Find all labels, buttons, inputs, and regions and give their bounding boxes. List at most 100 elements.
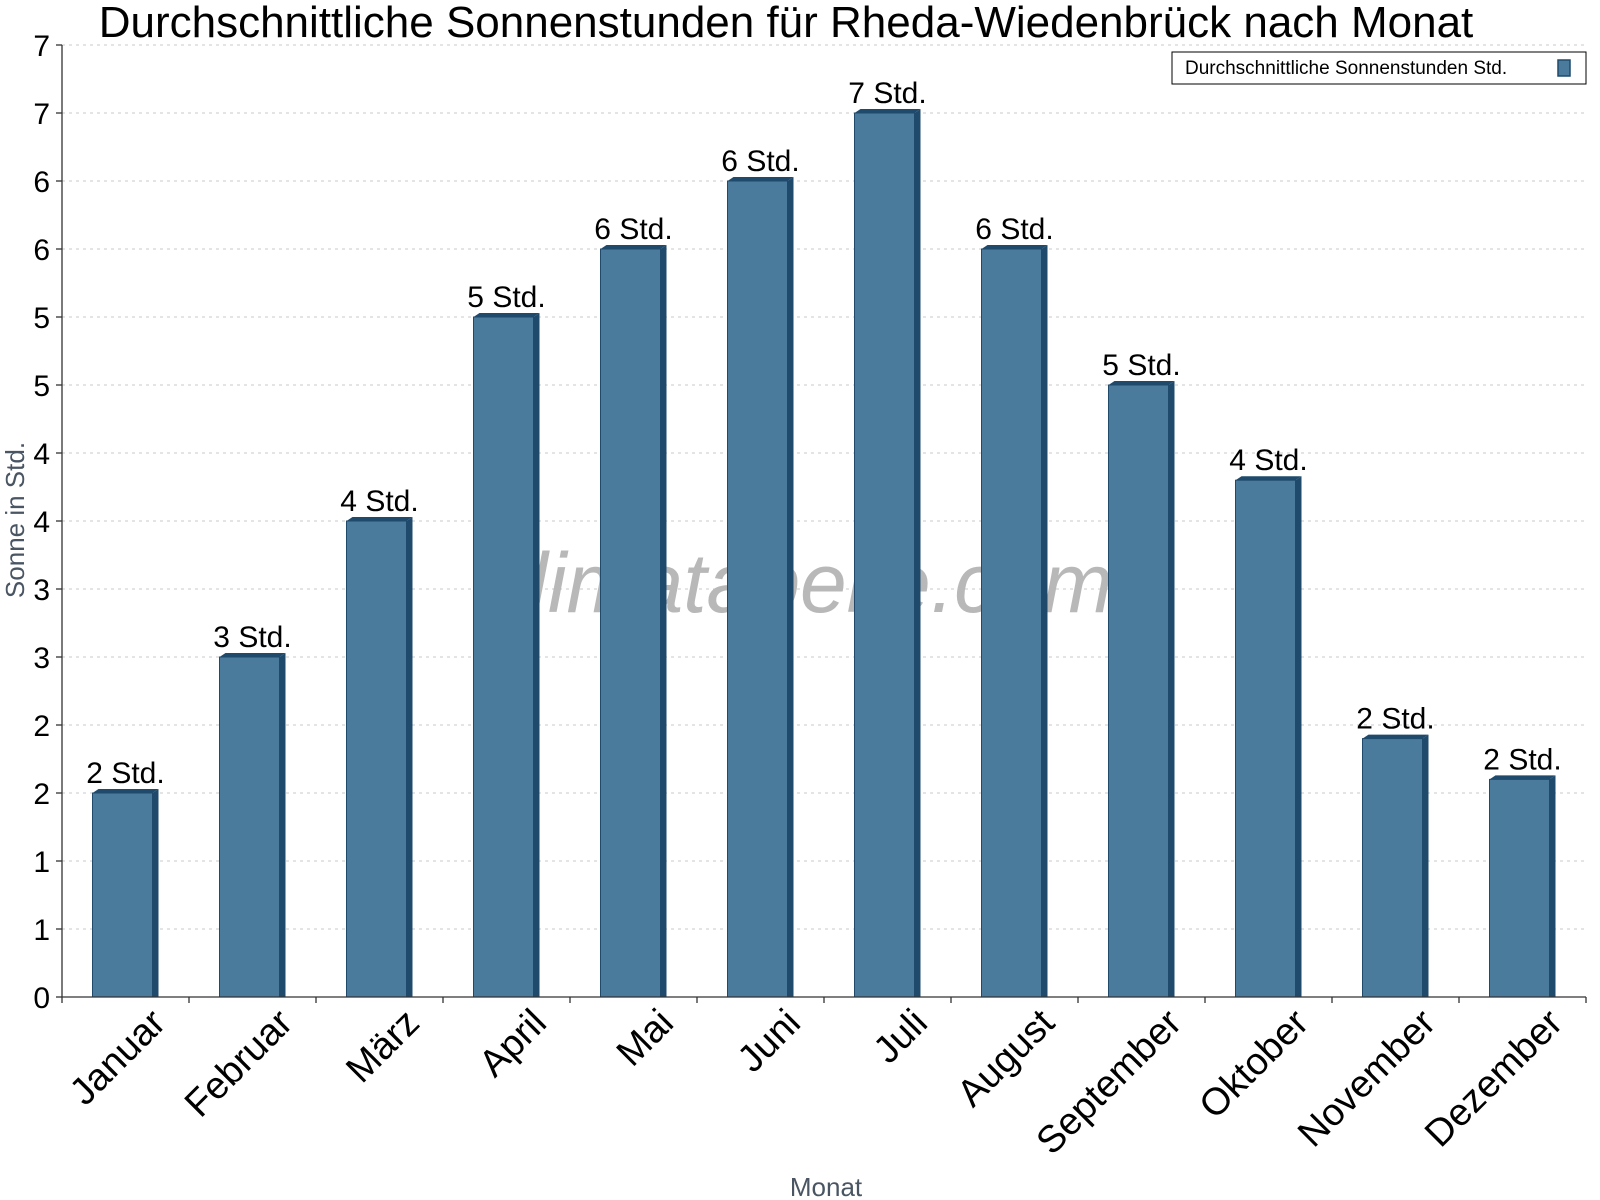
data-label: 5 Std. bbox=[1102, 349, 1180, 382]
bar bbox=[727, 180, 788, 998]
x-tick-labels: Januar Februar März April Mai Juni Juli AugustS… bbox=[62, 1001, 1571, 1162]
y-tick-label: 2 bbox=[33, 778, 50, 811]
y-tick-label: 2 bbox=[33, 710, 50, 743]
grid-lines bbox=[62, 44, 1586, 930]
bar-april bbox=[473, 313, 540, 998]
y-tick-label: 6 bbox=[33, 166, 50, 199]
bar bbox=[1362, 738, 1423, 998]
x-tick-label: Januar bbox=[62, 1001, 174, 1113]
bar-top bbox=[1489, 775, 1556, 780]
x-tick-label: März bbox=[338, 1002, 427, 1091]
data-label: 2 Std. bbox=[1356, 703, 1434, 736]
x-tick-label: November bbox=[1290, 1001, 1444, 1155]
bar bbox=[981, 248, 1042, 998]
data-labels: 2 Std. 3 Std. 4 Std. 5 Std. 6 Std. 6 Std. 7 St… bbox=[86, 77, 1561, 790]
data-label: 6 Std. bbox=[721, 145, 799, 178]
x-tick-label: Oktober bbox=[1192, 1001, 1318, 1127]
legend-swatch bbox=[1557, 59, 1571, 77]
bar-märz bbox=[346, 517, 413, 998]
bar bbox=[92, 792, 153, 998]
bar-top bbox=[981, 245, 1048, 249]
y-tick-label: 5 bbox=[33, 302, 50, 335]
x-tick-label: Februar bbox=[177, 1001, 301, 1125]
bar-juni bbox=[727, 177, 794, 998]
bar-top bbox=[1108, 381, 1175, 385]
y-tick-label: 3 bbox=[33, 642, 50, 675]
data-label: 7 Std. bbox=[848, 77, 926, 110]
bar-september bbox=[1108, 381, 1175, 998]
chart-title: Durchschnittliche Sonnenstunden für Rhed… bbox=[99, 0, 1474, 47]
data-label: 2 Std. bbox=[86, 757, 164, 790]
x-tick-label: August bbox=[950, 1001, 1064, 1115]
bar-top bbox=[346, 517, 413, 521]
bar-november bbox=[1362, 734, 1429, 998]
y-tick-label: 7 bbox=[33, 30, 50, 63]
legend: Durchschnittliche Sonnenstunden Std. bbox=[1171, 51, 1587, 85]
bar-top bbox=[1362, 734, 1429, 739]
x-axis-label: Monat bbox=[790, 1172, 863, 1200]
bar-side bbox=[406, 517, 413, 997]
y-tick-label: 4 bbox=[33, 438, 50, 471]
data-label: 3 Std. bbox=[213, 621, 291, 654]
bar-august bbox=[981, 245, 1048, 998]
y-tick-label: 7 bbox=[33, 98, 50, 131]
bars bbox=[92, 109, 1556, 998]
bar bbox=[219, 656, 280, 998]
y-axis-label: Sonne in Std. bbox=[0, 442, 30, 598]
bar-top bbox=[473, 313, 540, 317]
bar-top bbox=[600, 245, 667, 249]
y-tick-label: 1 bbox=[33, 846, 50, 879]
bar-mai bbox=[600, 245, 667, 998]
bar-side bbox=[1041, 245, 1048, 997]
bar-side bbox=[787, 177, 794, 997]
x-tick-label: Juli bbox=[866, 1002, 936, 1072]
bar bbox=[854, 112, 915, 998]
bar-side bbox=[1168, 381, 1175, 997]
bar-side bbox=[1549, 775, 1556, 997]
data-label: 4 Std. bbox=[340, 485, 418, 518]
bar bbox=[473, 316, 534, 998]
bar-side bbox=[279, 653, 286, 997]
bar-oktober bbox=[1235, 476, 1302, 998]
bar-side bbox=[1295, 476, 1302, 997]
bar-side bbox=[660, 245, 667, 997]
y-tick-labels: 0 1 1 2 2 3 3 4 4 5 5 6 6 7 7 bbox=[33, 30, 50, 1015]
bar-side bbox=[914, 109, 921, 997]
y-tick-label: 5 bbox=[33, 370, 50, 403]
data-label: 5 Std. bbox=[467, 281, 545, 314]
data-label: 4 Std. bbox=[1229, 444, 1307, 477]
bar bbox=[346, 520, 407, 998]
y-tick-label: 4 bbox=[33, 506, 50, 539]
bar-side bbox=[152, 789, 159, 997]
bar-side bbox=[1422, 734, 1429, 997]
bar-top bbox=[727, 177, 794, 181]
bar bbox=[1235, 479, 1296, 998]
y-tick-label: 6 bbox=[33, 234, 50, 267]
y-tick-label: 0 bbox=[33, 982, 50, 1015]
legend-label: Durchschnittliche Sonnenstunden Std. bbox=[1185, 58, 1507, 79]
bar bbox=[600, 248, 661, 998]
bar-top bbox=[219, 653, 286, 657]
x-tick-label: Mai bbox=[609, 1002, 682, 1075]
legend-box bbox=[1171, 51, 1587, 85]
y-tick-label: 3 bbox=[33, 574, 50, 607]
bar bbox=[1489, 778, 1550, 998]
axes bbox=[56, 44, 1587, 1003]
bar-januar bbox=[92, 789, 159, 998]
bar bbox=[1108, 384, 1169, 998]
bar-dezember bbox=[1489, 775, 1556, 998]
data-label: 6 Std. bbox=[594, 213, 672, 246]
bar-side bbox=[533, 313, 540, 997]
bar-februar bbox=[219, 653, 286, 998]
data-label: 6 Std. bbox=[975, 213, 1053, 246]
bar-juli bbox=[854, 109, 921, 998]
data-label: 2 Std. bbox=[1483, 743, 1561, 776]
bar-top bbox=[1235, 476, 1302, 481]
x-tick-label: April bbox=[471, 1002, 554, 1085]
bar-top bbox=[92, 789, 159, 793]
x-tick-label: Juni bbox=[730, 1002, 809, 1081]
x-tick-label: Dezember bbox=[1417, 1001, 1571, 1155]
bar-top bbox=[854, 109, 921, 113]
y-tick-label: 1 bbox=[33, 914, 50, 947]
